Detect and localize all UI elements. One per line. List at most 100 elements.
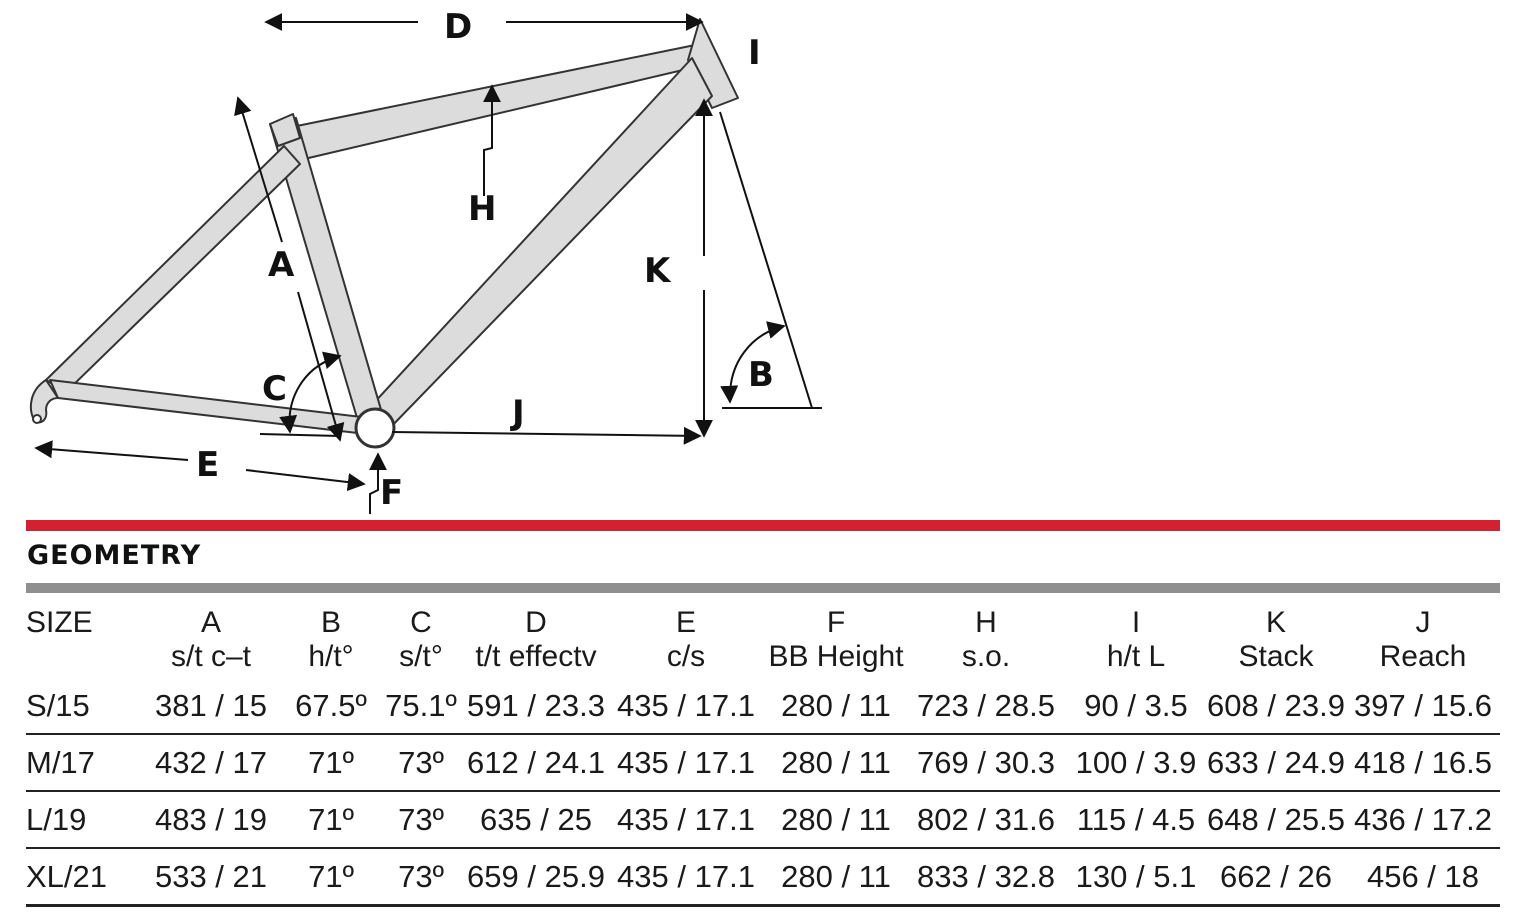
column-header-letter: F xyxy=(826,606,846,639)
table-cell: 435 / 17.1 xyxy=(617,801,755,837)
column-header-letter: SIZE xyxy=(26,606,93,639)
table-cell: 435 / 17.1 xyxy=(617,687,755,723)
table-cell: 381 / 15 xyxy=(154,687,268,723)
table-cell: 280 / 11 xyxy=(781,801,891,837)
bottom-bracket xyxy=(354,407,396,449)
column-header-desc: s.o. xyxy=(961,640,1011,673)
table-cell: 633 / 24.9 xyxy=(1207,744,1345,780)
dropout-axle xyxy=(32,414,42,424)
label-k: K xyxy=(644,251,672,291)
column-header-letter: I xyxy=(1131,606,1141,639)
column-header-desc: t/t effectv xyxy=(475,640,597,673)
chain-stay xyxy=(49,379,371,435)
table-cell: 280 / 11 xyxy=(781,744,891,780)
column-header-desc: h/t L xyxy=(1106,640,1166,673)
bike-frame xyxy=(29,18,739,449)
table-cell: 432 / 17 xyxy=(154,744,268,780)
column-header: F BB Height xyxy=(766,600,906,678)
table-row: L/19 483 / 19 71º 73º 635 / 25 435 / 17.1 280 … xyxy=(26,791,1500,848)
dim-f xyxy=(369,452,387,514)
table-cell: 71º xyxy=(308,858,354,894)
table-cell: 71º xyxy=(308,744,354,780)
column-header-letter: D xyxy=(525,606,547,639)
label-j: J xyxy=(510,393,525,433)
rear-dropout xyxy=(29,379,59,424)
dim-b-arc xyxy=(720,321,786,404)
table-cell: 71º xyxy=(308,801,354,837)
section-title: GEOMETRY xyxy=(27,540,202,571)
table-cell: 659 / 25.9 xyxy=(467,858,605,894)
column-header-desc: h/t° xyxy=(308,640,354,673)
table-cell: 608 / 23.9 xyxy=(1207,687,1345,723)
column-header-letter: J xyxy=(1415,606,1431,639)
column-header-letter: C xyxy=(410,606,432,639)
column-header-letter: K xyxy=(1265,606,1286,639)
table-cell: 115 / 4.5 xyxy=(1076,801,1196,837)
column-header-desc: Reach xyxy=(1379,640,1467,673)
table-cell: 73º xyxy=(398,801,444,837)
table-cell: 67.5º xyxy=(295,687,367,723)
size-cell: XL/21 xyxy=(26,858,108,894)
label-i: I xyxy=(748,33,761,73)
table-row: S/15 381 / 15 67.5º 75.1º 591 / 23.3 435 / 17… xyxy=(26,678,1500,734)
table-cell: 833 / 32.8 xyxy=(917,858,1055,894)
column-header-desc: Stack xyxy=(1238,640,1314,673)
column-header-letter: B xyxy=(320,606,341,639)
dim-e-left xyxy=(34,440,189,461)
dim-j xyxy=(391,426,702,445)
label-b: B xyxy=(748,355,774,395)
label-d: D xyxy=(444,7,472,47)
dim-h xyxy=(483,84,501,196)
table-cell: 802 / 31.6 xyxy=(917,801,1055,837)
label-e: E xyxy=(196,445,219,485)
column-header: SIZE xyxy=(26,600,136,678)
table-cell: 456 / 18 xyxy=(1366,858,1480,894)
size-cell: M/17 xyxy=(26,744,95,780)
table-cell: 533 / 21 xyxy=(154,858,268,894)
c-baseline xyxy=(259,433,341,437)
table-cell: 662 / 26 xyxy=(1219,858,1333,894)
table-cell: 648 / 25.5 xyxy=(1207,801,1345,837)
table-cell: 435 / 17.1 xyxy=(617,858,755,894)
column-header-desc: BB Height xyxy=(768,640,904,673)
table-cell: 436 / 17.2 xyxy=(1354,801,1492,837)
table-cell: 280 / 11 xyxy=(781,687,891,723)
table-cell: 73º xyxy=(398,858,444,894)
table-cell: 280 / 11 xyxy=(781,858,891,894)
label-a: A xyxy=(268,245,295,285)
table-cell: 723 / 28.5 xyxy=(917,687,1055,723)
label-h: H xyxy=(468,189,496,229)
dim-e-right xyxy=(245,469,366,492)
dim-a-upper xyxy=(234,96,283,243)
table-cell: 397 / 15.6 xyxy=(1354,687,1492,723)
table-cell: 435 / 17.1 xyxy=(617,744,755,780)
table-row: XL/21 533 / 21 71º 73º 659 / 25.9 435 / 17.1 2… xyxy=(26,848,1500,906)
dimension-lines xyxy=(34,13,822,514)
size-cell: S/15 xyxy=(26,687,90,723)
column-header-desc: c/s xyxy=(666,640,706,673)
column-header-desc: s/t c–t xyxy=(170,640,252,673)
gray-divider xyxy=(26,583,1500,593)
table-cell: 73º xyxy=(398,744,444,780)
label-c: C xyxy=(262,369,287,409)
table-cell: 591 / 23.3 xyxy=(467,687,605,723)
ht-axis xyxy=(719,111,813,409)
table-cell: 100 / 3.9 xyxy=(1075,744,1197,780)
table-cell: 130 / 5.1 xyxy=(1075,858,1197,894)
frame-geometry-diagram: D I H A K B C J E F xyxy=(29,7,822,514)
column-header-desc: s/t° xyxy=(399,640,443,673)
seat-stay xyxy=(45,145,301,393)
table-cell: 635 / 25 xyxy=(479,801,593,837)
table-cell: 75.1º xyxy=(385,687,457,723)
table-cell: 483 / 19 xyxy=(154,801,268,837)
table-row: M/17 432 / 17 71º 73º 612 / 24.1 435 / 17.1 28… xyxy=(26,734,1500,791)
table-cell: 90 / 3.5 xyxy=(1084,687,1188,723)
